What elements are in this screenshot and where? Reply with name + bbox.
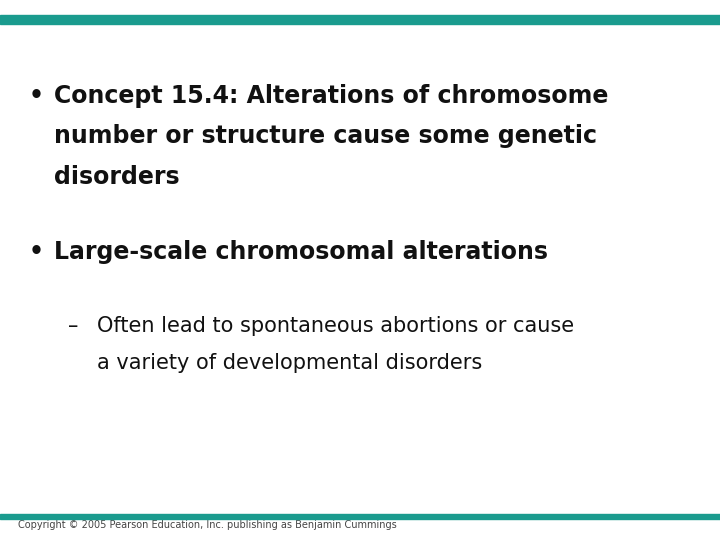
Text: number or structure cause some genetic: number or structure cause some genetic xyxy=(54,124,597,148)
Text: Often lead to spontaneous abortions or cause: Often lead to spontaneous abortions or c… xyxy=(97,316,575,336)
Text: •: • xyxy=(29,84,44,107)
Text: •: • xyxy=(29,240,44,264)
Text: –: – xyxy=(68,316,78,336)
Text: Copyright © 2005 Pearson Education, Inc. publishing as Benjamin Cummings: Copyright © 2005 Pearson Education, Inc.… xyxy=(18,520,397,530)
Text: Concept 15.4: Alterations of chromosome: Concept 15.4: Alterations of chromosome xyxy=(54,84,608,107)
Text: disorders: disorders xyxy=(54,165,179,188)
Text: a variety of developmental disorders: a variety of developmental disorders xyxy=(97,353,482,373)
Text: Large-scale chromosomal alterations: Large-scale chromosomal alterations xyxy=(54,240,548,264)
